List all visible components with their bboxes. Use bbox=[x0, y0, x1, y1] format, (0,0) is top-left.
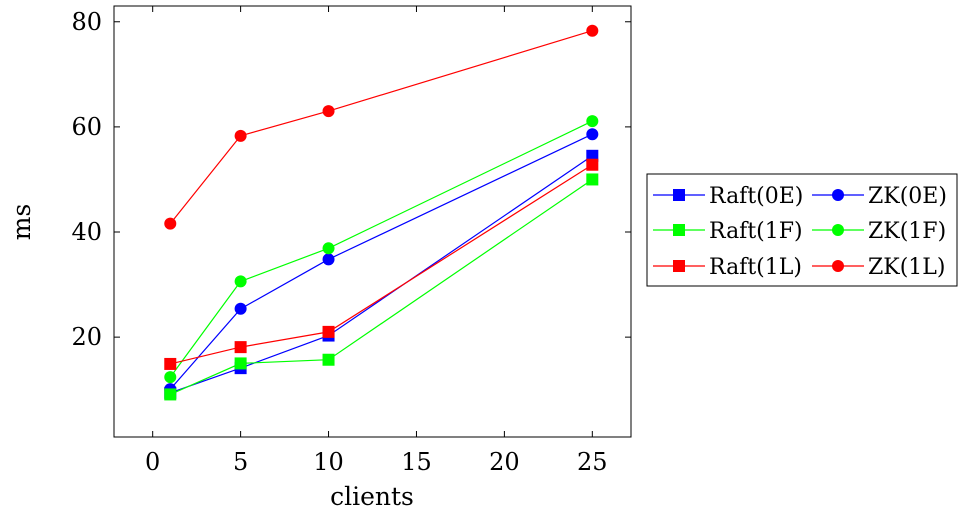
data-point bbox=[322, 105, 335, 118]
legend-marker bbox=[673, 260, 685, 272]
legend-marker bbox=[673, 224, 685, 236]
legend-label: ZK(1L) bbox=[868, 255, 946, 280]
axis-ticks: 0 5 10 15 20 25 20 40 60 80 bbox=[71, 6, 631, 476]
series-lines bbox=[169, 30, 593, 395]
data-point bbox=[586, 128, 599, 141]
y-tick-label: 80 bbox=[71, 8, 102, 36]
legend-marker bbox=[832, 189, 844, 201]
legend: Raft(0E) Raft(1F) Raft(1L) ZK(0E) ZK(1F) ZK(1… bbox=[646, 173, 958, 287]
series-line bbox=[169, 120, 593, 378]
data-point bbox=[322, 242, 335, 255]
data-point bbox=[322, 253, 335, 266]
data-point bbox=[234, 275, 247, 288]
data-point bbox=[322, 325, 335, 338]
data-point bbox=[234, 302, 247, 315]
data-point bbox=[234, 357, 247, 370]
legend-marker bbox=[832, 224, 844, 236]
series-markers bbox=[164, 24, 599, 401]
data-point bbox=[586, 24, 599, 37]
data-point bbox=[234, 129, 247, 142]
data-point bbox=[164, 357, 177, 370]
x-tick-label: 5 bbox=[233, 448, 248, 476]
legend-label: Raft(1L) bbox=[709, 255, 802, 280]
series-line bbox=[170, 179, 593, 395]
y-tick-label: 40 bbox=[71, 218, 102, 246]
y-tick-label: 20 bbox=[71, 323, 102, 351]
data-point bbox=[322, 353, 335, 366]
legend-label: ZK(1F) bbox=[868, 219, 946, 244]
x-tick-label: 25 bbox=[577, 448, 608, 476]
data-point bbox=[586, 173, 599, 186]
legend-label: ZK(0E) bbox=[868, 184, 947, 209]
x-tick-label: 20 bbox=[489, 448, 520, 476]
data-point bbox=[586, 115, 599, 128]
data-point bbox=[164, 371, 177, 384]
y-tick-label: 60 bbox=[71, 113, 102, 141]
x-axis-label: clients bbox=[330, 482, 414, 511]
series-line bbox=[170, 155, 593, 394]
x-tick-label: 10 bbox=[313, 448, 344, 476]
series-line bbox=[170, 164, 593, 365]
data-point bbox=[164, 217, 177, 230]
data-point bbox=[234, 341, 247, 354]
plot-frame bbox=[113, 5, 632, 438]
series-line bbox=[169, 133, 593, 390]
x-tick-label: 0 bbox=[145, 448, 160, 476]
legend-marker bbox=[832, 260, 844, 272]
legend-label: Raft(1F) bbox=[709, 219, 803, 244]
legend-marker bbox=[673, 189, 685, 201]
data-point bbox=[586, 158, 599, 171]
series-line bbox=[169, 30, 593, 224]
legend-label: Raft(0E) bbox=[709, 184, 803, 209]
x-tick-label: 15 bbox=[401, 448, 432, 476]
data-point bbox=[164, 388, 177, 401]
y-axis-label: ms bbox=[7, 204, 36, 241]
